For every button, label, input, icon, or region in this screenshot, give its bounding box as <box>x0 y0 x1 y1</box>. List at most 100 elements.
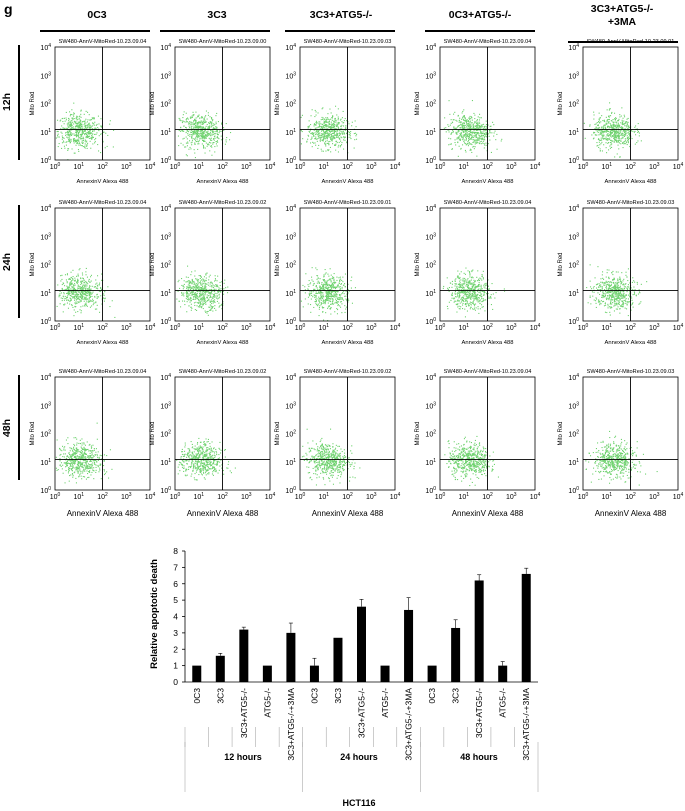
facs-dot <box>209 306 211 308</box>
facs-dot <box>186 281 188 283</box>
facs-dot <box>450 133 452 135</box>
facs-dot <box>610 301 612 303</box>
facs-dot <box>327 320 329 322</box>
facs-dot <box>327 294 329 296</box>
facs-dot <box>474 122 476 124</box>
facs-dot <box>607 139 609 141</box>
facs-dot <box>446 305 448 307</box>
facs-dot <box>480 286 482 288</box>
facs-dot <box>212 123 214 125</box>
facs-dot <box>608 109 610 111</box>
facs-dot <box>181 122 183 124</box>
facs-dot <box>464 303 466 305</box>
facs-dot <box>187 293 189 295</box>
facs-dot <box>207 114 209 116</box>
facs-dot <box>190 124 192 126</box>
facs-dot <box>626 132 628 134</box>
facs-dot <box>468 123 470 125</box>
facs-dot <box>464 279 466 281</box>
facs-dot <box>181 130 183 132</box>
facs-y-tick-label: 100 <box>285 156 296 165</box>
facs-dot <box>72 114 74 116</box>
facs-dot <box>77 139 79 141</box>
facs-dot <box>460 133 462 135</box>
facs-dot <box>465 285 467 287</box>
facs-dot <box>189 297 191 299</box>
facs-dot <box>331 294 333 296</box>
facs-dot <box>208 122 210 124</box>
facs-dot <box>322 297 324 299</box>
facs-dot <box>210 133 212 135</box>
facs-dot <box>200 121 202 123</box>
facs-dot <box>457 306 459 308</box>
facs-dot <box>338 137 340 139</box>
facs-dot <box>70 298 72 300</box>
facs-dot <box>184 300 186 302</box>
facs-dot <box>84 139 86 141</box>
facs-dot <box>452 119 454 121</box>
facs-dot <box>337 126 339 128</box>
facs-dot <box>469 115 471 117</box>
facs-dot <box>195 121 197 123</box>
facs-dot <box>320 296 322 298</box>
facs-dot <box>335 134 337 136</box>
facs-dot <box>188 298 190 300</box>
facs-dot <box>339 137 341 139</box>
facs-dot <box>319 132 321 134</box>
facs-dot <box>332 286 334 288</box>
facs-dot <box>460 306 462 308</box>
facs-dot <box>341 312 343 314</box>
facs-dot <box>485 120 487 122</box>
facs-dot <box>80 278 82 280</box>
facs-dot <box>453 127 455 129</box>
facs-dot <box>186 311 188 313</box>
facs-dot <box>76 294 78 296</box>
facs-dot <box>87 292 89 294</box>
facs-dot <box>78 132 80 134</box>
facs-dot <box>602 127 604 129</box>
facs-dot <box>462 286 464 288</box>
facs-dot <box>626 121 628 123</box>
facs-dot <box>448 290 450 292</box>
facs-dot <box>339 276 341 278</box>
facs-dot <box>613 279 615 281</box>
facs-dot <box>315 298 317 300</box>
facs-dot <box>182 300 184 302</box>
facs-dot <box>190 306 192 308</box>
facs-dot <box>484 310 486 312</box>
facs-dot <box>318 123 320 125</box>
facs-dot <box>83 124 85 126</box>
facs-dot <box>201 137 203 139</box>
facs-dot <box>333 130 335 132</box>
facs-dot <box>212 119 214 121</box>
facs-dot <box>193 288 195 290</box>
facs-dot <box>103 300 105 302</box>
facs-dot <box>203 291 205 293</box>
facs-dot <box>613 287 615 289</box>
facs-dot <box>460 122 462 124</box>
facs-dot <box>205 283 207 285</box>
facs-x-tick-label: 103 <box>649 162 660 171</box>
facs-dot <box>191 307 193 309</box>
facs-dot <box>211 283 213 285</box>
facs-dot <box>78 134 80 136</box>
facs-dot <box>75 124 77 126</box>
facs-dot <box>477 122 479 124</box>
facs-dot <box>196 283 198 285</box>
facs-dot <box>461 287 463 289</box>
facs-dot <box>77 118 79 120</box>
facs-dot <box>477 289 479 291</box>
facs-dot <box>633 131 635 133</box>
facs-dot <box>88 288 90 290</box>
facs-dot <box>331 284 333 286</box>
facs-dot <box>80 136 82 138</box>
facs-x-tick-label: 102 <box>217 323 228 332</box>
facs-dot <box>322 302 324 304</box>
facs-dot <box>635 125 637 127</box>
facs-dot <box>224 143 226 145</box>
facs-dot <box>199 306 201 308</box>
facs-dot <box>616 135 618 137</box>
facs-dot <box>197 296 199 298</box>
facs-dot <box>326 130 328 132</box>
facs-dot <box>78 144 80 146</box>
